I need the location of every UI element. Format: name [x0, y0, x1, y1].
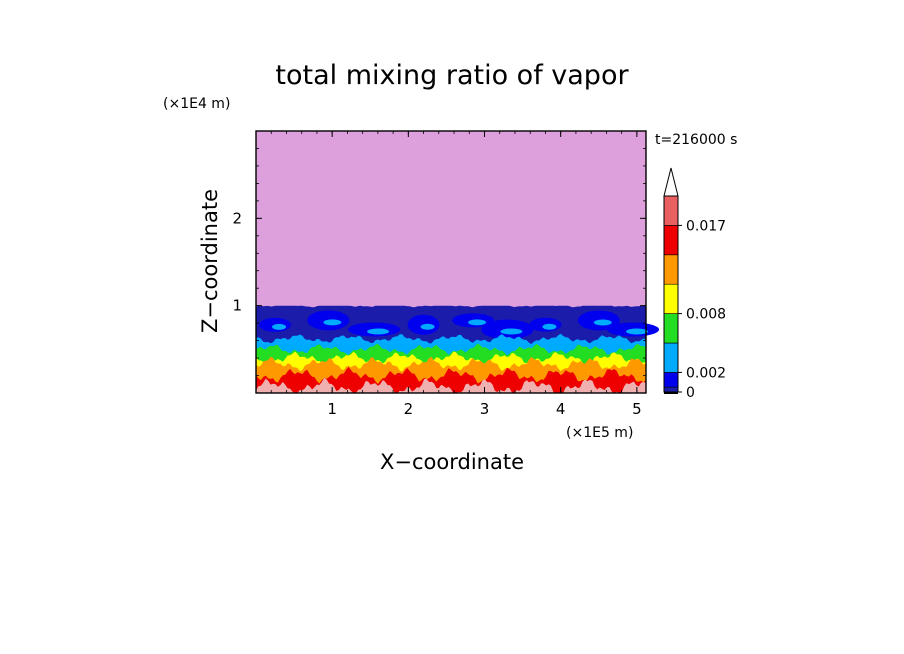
contour-lobe-core [367, 328, 390, 335]
colorbar-tick-label: 0.017 [686, 218, 726, 234]
x-tick-label: 3 [480, 400, 490, 418]
contour-lobe-core [420, 323, 435, 330]
colorbar-segment [663, 283, 679, 314]
contour-lobe-core [593, 319, 612, 326]
chart-title: total mixing ratio of vapor [275, 60, 629, 91]
colorbar-segment [663, 386, 679, 393]
colorbar-tick-label: 0.008 [686, 307, 726, 323]
contour-lobe-core [542, 323, 557, 330]
colorbar-segment [663, 254, 679, 285]
contour-band-6 [256, 377, 646, 393]
colorbar-tick-label: 0 [686, 385, 695, 401]
contour-lobe-core [323, 319, 342, 326]
colorbar-segment [663, 313, 679, 344]
y-axis-label: Z−coordinate [198, 189, 222, 333]
plot-area [256, 131, 660, 393]
x-tick-label: 5 [632, 400, 642, 418]
colorbar-frame [663, 195, 679, 393]
contour-lobe-core [626, 328, 649, 335]
contour-lobe-core [500, 328, 523, 335]
x-axis-label: X−coordinate [380, 450, 524, 474]
colorbar-min-segment [664, 392, 678, 394]
colorbar-segment [663, 195, 679, 226]
colorbar: 0.017 0.008 0.002 0 [663, 167, 726, 401]
contour-lobe-core [272, 323, 287, 330]
colorbar-segment [663, 342, 679, 373]
plot-frame [255, 130, 647, 394]
time-label: t=216000 s [655, 132, 737, 148]
colorbar-segment [663, 372, 679, 388]
colorbar-segment [663, 225, 679, 256]
x-tick-label: 2 [404, 400, 414, 418]
colorbar-max-arrow [663, 167, 679, 197]
y-tick-label: 2 [232, 209, 242, 227]
x-unit-label: (×1E5 m) [566, 425, 633, 441]
colorbar-tick-label: 0.002 [686, 365, 726, 381]
contour-lobe-core [468, 319, 487, 326]
y-unit-label: (×1E4 m) [163, 96, 230, 112]
x-tick-label: 4 [556, 400, 566, 418]
x-tick-label: 1 [327, 400, 337, 418]
y-tick-label: 1 [232, 297, 242, 315]
